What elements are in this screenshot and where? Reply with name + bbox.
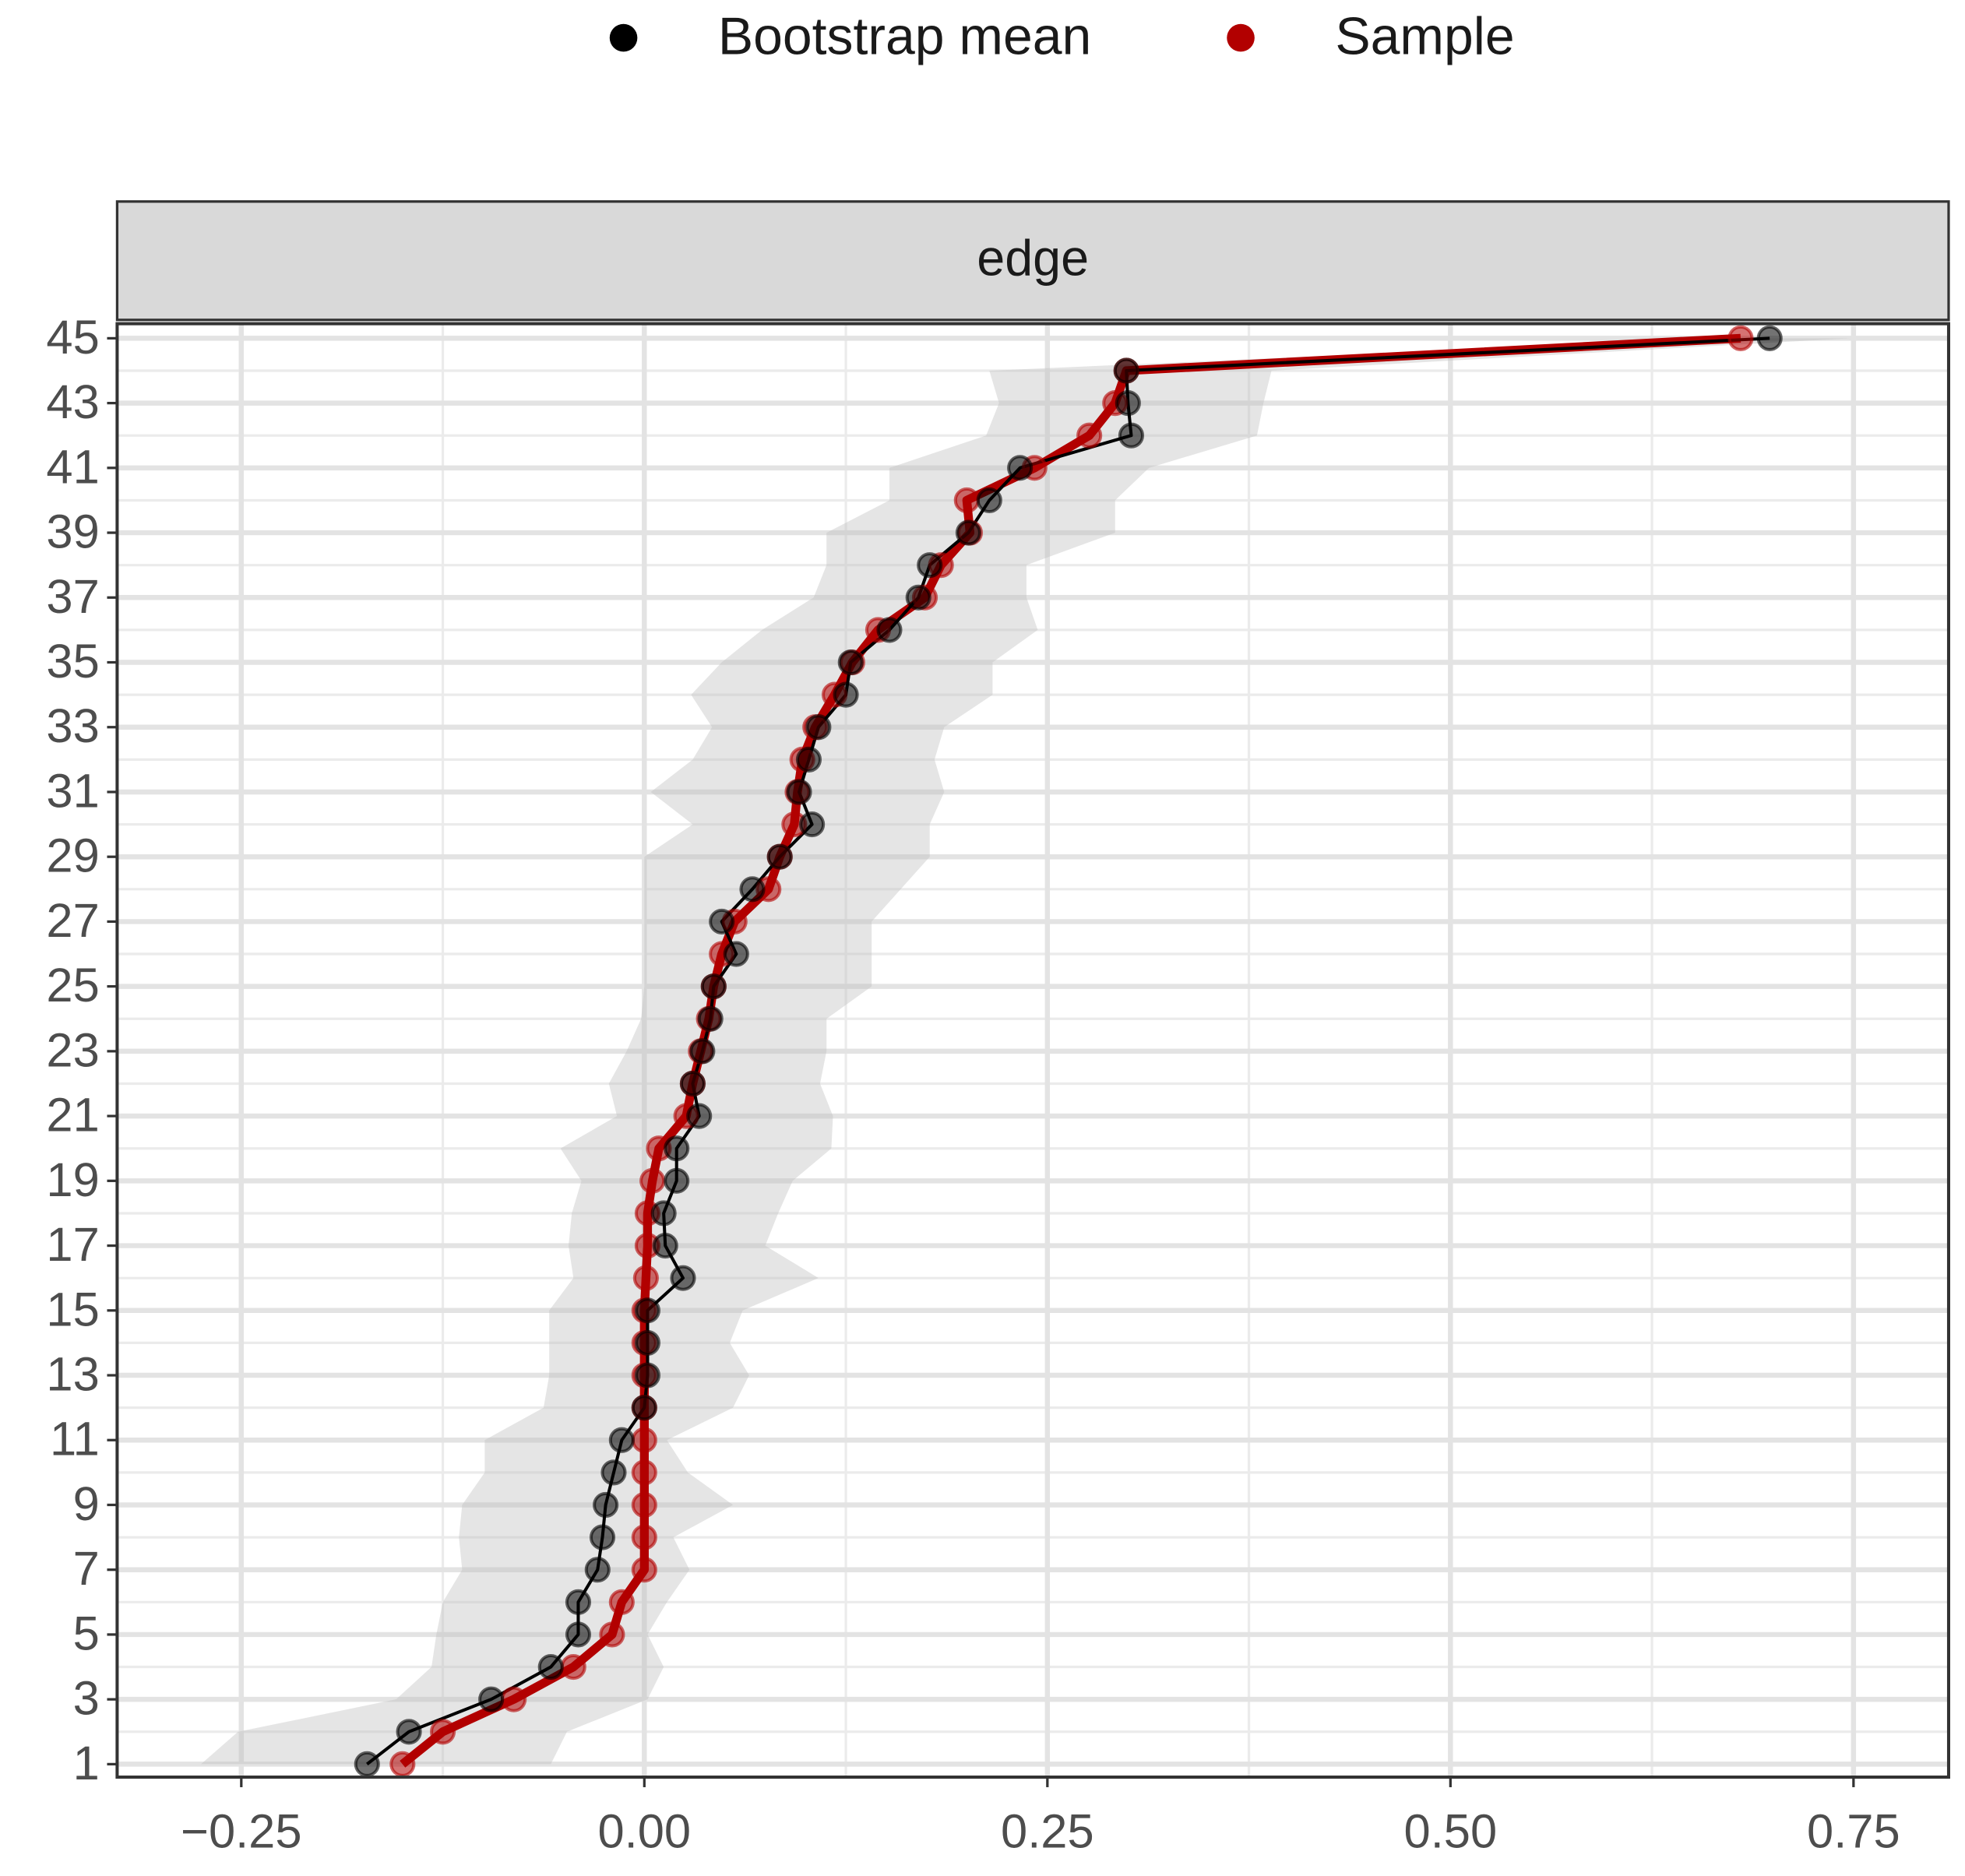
point [1007,455,1034,481]
y-tick-label: 43 [46,375,99,429]
point [1756,325,1783,351]
y-tick-label: 1 [73,1737,100,1790]
point [723,941,749,967]
point [631,1427,657,1453]
legend-label: Sample [1335,8,1514,66]
point [664,1167,690,1194]
point [589,1524,616,1550]
point [689,1038,716,1065]
y-tick-label: 45 [46,311,99,364]
point [833,681,859,708]
point [876,617,903,643]
x-tick-label: 0.75 [1807,1805,1900,1859]
y-tick-label: 5 [73,1607,100,1660]
point [1115,390,1141,417]
point [631,1524,657,1550]
point [389,1751,416,1777]
y-tick-label: 35 [46,635,99,688]
point [679,1070,706,1097]
point [700,973,727,1000]
point [697,1005,724,1032]
point [560,1653,586,1681]
y-tick-label: 39 [46,505,99,559]
facet-label: edge [977,230,1089,287]
point [396,1719,422,1745]
y-tick-label: 41 [46,440,99,494]
point [652,1232,678,1259]
point [805,714,832,741]
y-tick-label: 3 [73,1672,100,1726]
x-tick-label: 0.50 [1404,1805,1498,1859]
y-tick-label: 31 [46,764,99,818]
point [976,487,1002,514]
point [631,1395,657,1421]
y-tick-label: 33 [46,699,99,753]
point [837,649,864,676]
point [631,1459,657,1486]
point [1076,422,1103,449]
point [565,1589,592,1615]
point [501,1686,527,1712]
point [1113,357,1139,384]
y-tick-label: 37 [46,570,99,624]
point [632,1265,659,1291]
point [478,1686,505,1712]
point [955,519,981,546]
point [799,811,826,838]
y-tick-label: 15 [46,1283,99,1336]
point [905,584,931,611]
point [795,746,822,773]
point [1727,325,1754,351]
y-tick-label: 9 [73,1477,100,1531]
x-tick-label: 0.25 [1001,1805,1094,1859]
point [429,1719,456,1745]
legend-key [609,23,638,52]
y-tick-label: 29 [46,829,99,883]
point [634,1329,661,1356]
y-tick-label: 11 [50,1413,100,1466]
y-tick-label: 13 [46,1347,99,1401]
point [686,1103,713,1129]
point [593,1491,619,1519]
confidence-band [201,338,1851,1765]
y-tick-label: 21 [46,1089,99,1142]
point [631,1491,657,1519]
point [584,1557,611,1583]
point [608,1427,635,1453]
point [600,1459,627,1486]
point [739,876,766,903]
point [670,1265,696,1291]
legend-key [1227,23,1255,52]
x-tick-label: −0.25 [181,1805,301,1859]
point [917,552,943,579]
point [953,487,980,514]
y-tick-label: 7 [73,1542,100,1596]
y-tick-label: 17 [46,1218,99,1272]
point [639,1167,666,1194]
point [766,843,793,870]
legend-label: Bootstrap mean [718,8,1091,66]
point [1118,422,1145,449]
point [608,1589,635,1615]
point [634,1362,661,1389]
y-tick-label: 19 [46,1153,99,1207]
y-tick-label: 25 [46,959,99,1012]
point [354,1751,380,1777]
point [599,1621,625,1648]
point [565,1621,592,1648]
point [537,1653,564,1681]
y-tick-label: 23 [46,1023,99,1077]
y-tick-label: 27 [46,894,99,948]
point [786,779,812,805]
point [631,1557,657,1583]
point [709,908,735,935]
facet-strip [115,200,1950,322]
panel-border [115,322,1950,1779]
x-tick-label: 0.00 [598,1805,692,1859]
point [634,1297,661,1324]
point [650,1200,677,1227]
point [664,1135,690,1162]
